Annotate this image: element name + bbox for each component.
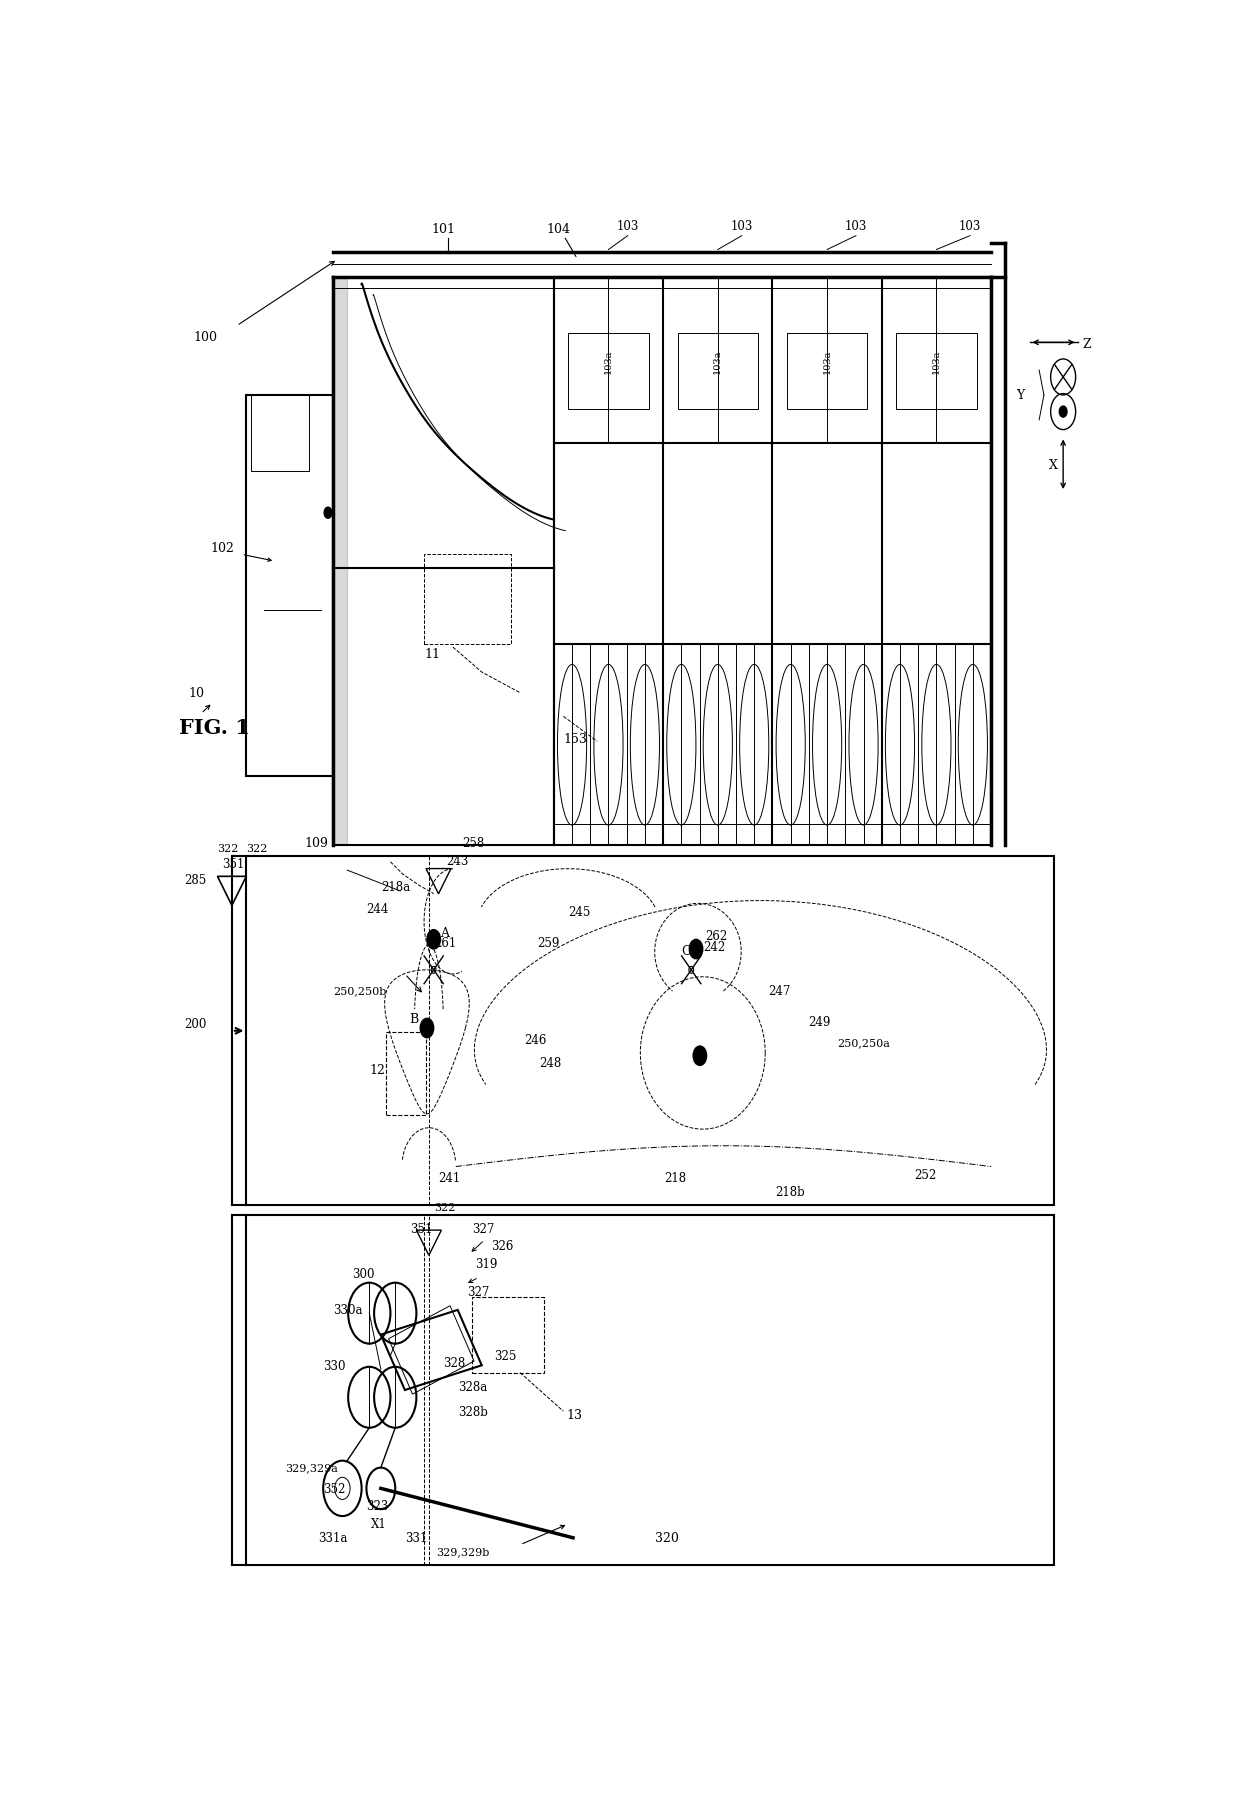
Circle shape xyxy=(324,507,332,520)
Bar xyxy=(677,333,758,410)
Text: D: D xyxy=(693,1050,703,1063)
Text: 250,250a: 250,250a xyxy=(837,1037,890,1046)
Bar xyxy=(472,1296,544,1374)
Circle shape xyxy=(693,1046,707,1066)
Text: 351: 351 xyxy=(222,858,244,870)
Text: 322: 322 xyxy=(434,1203,455,1212)
Text: 331a: 331a xyxy=(319,1532,347,1544)
Text: 246: 246 xyxy=(525,1034,547,1046)
Text: 11: 11 xyxy=(424,647,440,662)
Circle shape xyxy=(689,940,703,958)
Text: 351: 351 xyxy=(409,1223,432,1235)
Text: 104: 104 xyxy=(547,223,570,236)
Text: 101: 101 xyxy=(432,223,455,236)
Text: 327: 327 xyxy=(472,1223,495,1235)
Text: 109: 109 xyxy=(304,836,327,849)
Text: 262: 262 xyxy=(704,930,727,942)
Text: 103: 103 xyxy=(844,221,867,234)
Text: 100: 100 xyxy=(193,331,217,343)
Bar xyxy=(897,333,977,410)
Text: 245: 245 xyxy=(568,906,590,919)
Text: 320: 320 xyxy=(655,1532,678,1544)
Text: X1: X1 xyxy=(371,1518,387,1530)
Text: 10: 10 xyxy=(188,687,205,699)
Text: Y: Y xyxy=(1016,388,1024,403)
Bar xyxy=(568,333,649,410)
Text: 103a: 103a xyxy=(932,349,941,374)
Text: C: C xyxy=(682,944,691,957)
Text: 329,329a: 329,329a xyxy=(285,1462,337,1473)
Text: 259: 259 xyxy=(537,937,559,949)
Bar xyxy=(247,1215,1054,1566)
Text: 242: 242 xyxy=(703,940,725,953)
Text: 247: 247 xyxy=(768,985,790,998)
Text: 103a: 103a xyxy=(604,349,613,374)
Text: 252: 252 xyxy=(914,1169,936,1181)
Text: 352: 352 xyxy=(324,1482,346,1496)
Text: 241: 241 xyxy=(439,1172,461,1185)
Bar xyxy=(554,279,991,845)
Text: Z: Z xyxy=(1083,338,1091,351)
Text: 330a: 330a xyxy=(332,1304,362,1316)
Circle shape xyxy=(420,1019,434,1037)
Text: 285: 285 xyxy=(184,874,206,886)
Text: 13: 13 xyxy=(567,1408,583,1422)
Text: 300: 300 xyxy=(352,1268,374,1280)
Text: 103: 103 xyxy=(730,221,753,234)
Text: 261: 261 xyxy=(434,937,456,949)
Text: 102: 102 xyxy=(211,541,234,554)
Bar xyxy=(247,396,332,777)
Text: 323: 323 xyxy=(367,1500,389,1512)
Text: 218b: 218b xyxy=(775,1185,805,1197)
Text: 12: 12 xyxy=(370,1063,386,1077)
Text: A: A xyxy=(440,926,449,939)
Circle shape xyxy=(427,930,440,949)
Text: X: X xyxy=(1049,458,1058,471)
Text: 327: 327 xyxy=(467,1286,490,1298)
Text: 258: 258 xyxy=(463,836,485,849)
Text: 326: 326 xyxy=(491,1239,513,1251)
Text: 322: 322 xyxy=(217,843,239,854)
Text: 103a: 103a xyxy=(822,349,832,374)
Text: 200: 200 xyxy=(184,1018,206,1030)
Text: 244: 244 xyxy=(367,903,389,915)
Text: 250,250b: 250,250b xyxy=(332,985,386,996)
Text: 325: 325 xyxy=(495,1348,517,1361)
Bar xyxy=(247,858,1054,1206)
Text: FIG. 1: FIG. 1 xyxy=(179,717,250,737)
Text: 328: 328 xyxy=(444,1356,465,1368)
Text: 103: 103 xyxy=(616,221,639,234)
Text: 243: 243 xyxy=(446,854,469,867)
Circle shape xyxy=(1059,406,1066,417)
Text: 328a: 328a xyxy=(458,1381,487,1393)
Text: B: B xyxy=(409,1012,419,1025)
Bar xyxy=(386,1032,427,1115)
Text: 218a: 218a xyxy=(381,881,410,894)
Text: 153: 153 xyxy=(563,732,588,746)
Text: 319: 319 xyxy=(475,1257,497,1271)
Bar xyxy=(787,333,867,410)
Text: 322: 322 xyxy=(247,843,268,854)
Text: 218: 218 xyxy=(665,1172,687,1185)
Text: 248: 248 xyxy=(539,1057,562,1070)
Text: 331: 331 xyxy=(404,1532,428,1544)
Text: 249: 249 xyxy=(808,1016,831,1028)
Text: 328b: 328b xyxy=(458,1404,487,1419)
Text: 103: 103 xyxy=(959,221,981,234)
Bar xyxy=(250,396,309,471)
Text: 329,329b: 329,329b xyxy=(436,1546,490,1557)
Text: 330: 330 xyxy=(324,1359,346,1372)
Text: 103a: 103a xyxy=(713,349,722,374)
Bar xyxy=(424,556,511,645)
